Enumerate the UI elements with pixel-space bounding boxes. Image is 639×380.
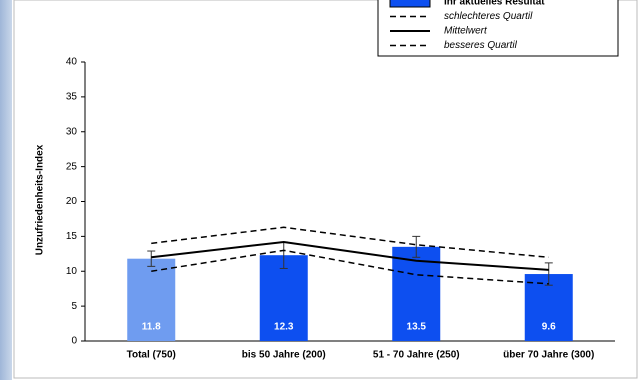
legend-box xyxy=(377,0,619,57)
y-axis-label: Unzufriedenheits-Index xyxy=(35,144,46,255)
value-label: 11.8 xyxy=(142,322,161,333)
line xyxy=(151,240,549,271)
x-tick-label: Total (750) xyxy=(127,350,176,361)
x-tick-label: über 70 Jahre (300) xyxy=(503,350,594,361)
y-tick-label: 20 xyxy=(66,196,78,207)
legend-label: besseres Quartil xyxy=(444,40,518,51)
error-bar xyxy=(147,250,156,267)
y-tick-label: 0 xyxy=(71,336,77,347)
value-label: 12.3 xyxy=(274,322,294,333)
line xyxy=(151,249,549,285)
error-bar xyxy=(544,262,553,286)
y-tick-label: 10 xyxy=(66,266,78,277)
legend-label: schlechteres Quartil xyxy=(444,11,533,22)
window-edge xyxy=(0,0,12,380)
value-label: 13.5 xyxy=(407,322,427,333)
x-tick-label: bis 50 Jahre (200) xyxy=(242,350,326,361)
chart-frame xyxy=(13,0,638,379)
y-tick-label: 25 xyxy=(66,161,78,172)
legend-swatch xyxy=(389,0,431,8)
error-bar xyxy=(412,235,421,258)
legend-label: Ihr aktuelles Resultat xyxy=(444,0,545,8)
y-tick-label: 15 xyxy=(66,231,78,242)
y-tick-label: 35 xyxy=(66,92,78,103)
y-tick-label: 5 xyxy=(71,301,77,312)
line xyxy=(151,226,549,259)
y-tick-label: 40 xyxy=(66,57,78,68)
bar xyxy=(127,258,176,341)
legend-label: Mittelwert xyxy=(444,26,488,37)
y-tick-label: 30 xyxy=(66,126,78,137)
x-tick-label: 51 - 70 Jahre (250) xyxy=(373,350,460,361)
value-label: 9.6 xyxy=(542,322,556,333)
bar xyxy=(259,255,308,341)
